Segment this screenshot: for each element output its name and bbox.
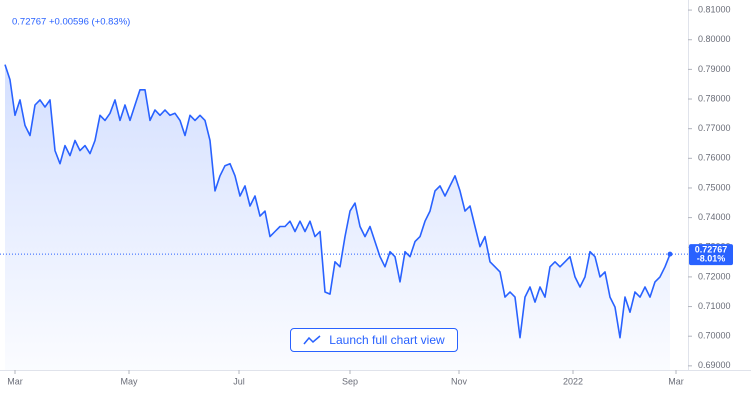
last-point: [667, 251, 673, 257]
x-tick-label: Jul: [233, 376, 245, 386]
x-tick-label: May: [120, 376, 138, 386]
y-tick-label: 0.77000: [698, 123, 731, 133]
launch-chart-button[interactable]: Launch full chart view: [290, 328, 458, 352]
y-tick-label: 0.75000: [698, 182, 731, 192]
price-line: [4, 64, 671, 339]
button-label: Launch full chart view: [329, 333, 445, 347]
area-fill: [5, 64, 670, 370]
x-tick-label: 2022: [563, 376, 583, 386]
header-quote: 0.72767 +0.00596 (+0.83%): [12, 17, 130, 28]
x-tick-label: Nov: [451, 376, 468, 386]
y-tick-label: 0.70000: [698, 331, 731, 341]
last-price-box: [689, 244, 733, 266]
y-tick-label: 0.79000: [698, 64, 731, 74]
y-tick-label: 0.76000: [698, 153, 731, 163]
x-tick-label: Sep: [342, 376, 358, 386]
y-tick-label: 0.78000: [698, 93, 731, 103]
x-tick-label: Mar: [7, 376, 23, 386]
last-price-label: 0.72767: [695, 245, 728, 255]
trend-icon: [303, 335, 321, 345]
y-tick-label: 0.80000: [698, 34, 731, 44]
change-label: -8.01%: [697, 254, 726, 264]
y-tick-label: 0.71000: [698, 301, 731, 311]
y-tick-label: 0.74000: [698, 212, 731, 222]
y-tick-label: 0.69000: [698, 360, 731, 370]
x-tick-label: Mar: [668, 376, 684, 386]
y-tick-label: 0.81000: [698, 4, 731, 14]
y-tick-label: 0.72000: [698, 271, 731, 281]
